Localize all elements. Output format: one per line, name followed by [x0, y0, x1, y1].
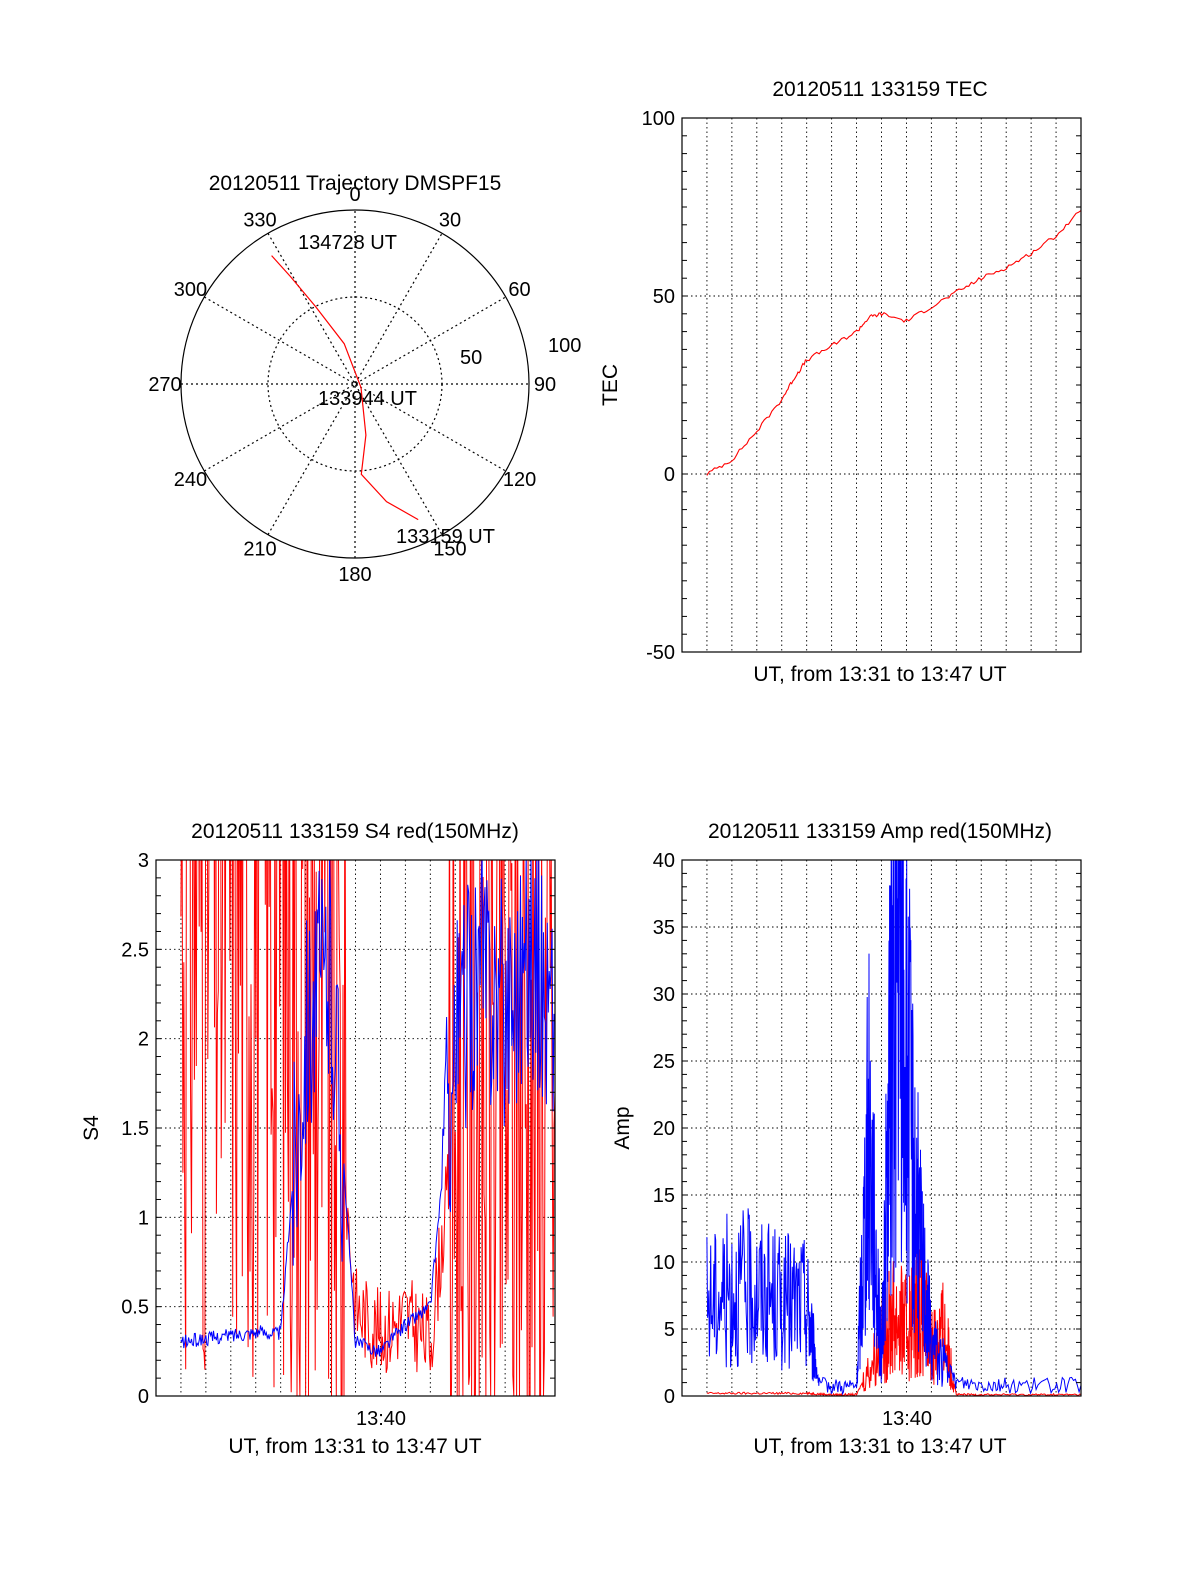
amp-title: 20120511 133159 Amp red(150MHz): [708, 820, 1052, 843]
tec-x-axis-label: UT, from 13:31 to 13:47 UT: [753, 663, 1006, 686]
y-tick-label: 1: [138, 1207, 149, 1229]
angle-label-90: 90: [534, 374, 556, 396]
s4-x-axis-label: UT, from 13:31 to 13:47 UT: [228, 1435, 481, 1458]
polar-spokes: [181, 210, 529, 558]
angle-label-150: 150: [433, 539, 466, 561]
angle-label-300: 300: [174, 279, 207, 301]
trajectory-end-label: 134728 UT: [298, 232, 397, 254]
y-tick-label: 0: [138, 1386, 149, 1408]
y-tick-label: 20: [653, 1118, 675, 1140]
angle-label-270: 270: [148, 374, 181, 396]
tec-grid: [682, 118, 1081, 652]
tec-y-axis-label: TEC: [599, 364, 622, 406]
y-tick-label: 0: [664, 1386, 675, 1408]
tec-title: 20120511 133159 TEC: [772, 78, 987, 101]
s4-minor-ticks: [156, 877, 555, 1379]
amp-plot: 20120511 133159 Amp red(150MHz) 0 5 10 15 20…: [611, 820, 1082, 1458]
angle-label-120: 120: [503, 469, 536, 491]
y-tick-label: 5: [664, 1319, 675, 1341]
series-line-second: [706, 860, 1081, 1396]
series-line-second: [180, 860, 555, 1357]
trajectory-start-label: 133159 UT: [396, 526, 495, 548]
trajectory-plot: 20120511 Trajectory DMSPF15 0 30 60 90 120 15…: [148, 172, 581, 586]
angle-label-240: 240: [174, 469, 207, 491]
polar-spoke-150: [267, 233, 443, 535]
y-tick-label: 100: [642, 108, 675, 130]
series-line-first: [706, 210, 1081, 476]
tec-series-group: [706, 210, 1081, 476]
y-tick-label: 2: [138, 1029, 149, 1051]
y-tick-label: 25: [653, 1051, 675, 1073]
y-tick-label: 1.5: [121, 1118, 149, 1140]
tec-minor-ticks: [682, 135, 1081, 635]
angle-label-0: 0: [349, 184, 360, 206]
amp-minor-ticks: [682, 872, 1081, 1384]
y-tick-label: 2.5: [121, 939, 149, 961]
tec-plot: 20120511 133159 TEC -50 0 50 100 UT, from 1…: [599, 78, 1082, 686]
s4-y-ticks: 0 0.5 1 1.5 2 2.5 3: [121, 850, 149, 1408]
radius-label-100: 100: [548, 335, 581, 357]
trajectory-series-line: [271, 255, 419, 521]
y-tick-label: 35: [653, 917, 675, 939]
trajectory-mid-label: 133944 UT: [318, 388, 417, 410]
polar-ring-50: [267, 296, 443, 472]
s4-title: 20120511 133159 S4 red(150MHz): [191, 820, 519, 843]
angle-label-30: 30: [439, 209, 461, 231]
polar-angle-labels: 0 30 60 90 120 150 180 210 240 270 300 330: [148, 184, 556, 586]
s4-series-group: [180, 860, 555, 1396]
polar-spoke-120: [204, 296, 506, 472]
angle-label-330: 330: [243, 209, 276, 231]
y-tick-label: 50: [653, 286, 675, 308]
angle-label-60: 60: [508, 279, 530, 301]
tec-y-ticks: -50 0 50 100: [642, 108, 675, 664]
amp-x-tick-1340: 13:40: [882, 1408, 932, 1430]
polar-spoke-60: [204, 296, 506, 472]
amp-x-axis-label: UT, from 13:31 to 13:47 UT: [753, 1435, 1006, 1458]
trajectory-title: 20120511 Trajectory DMSPF15: [209, 172, 502, 195]
y-tick-label: 15: [653, 1185, 675, 1207]
amp-grid: [682, 860, 1081, 1396]
y-tick-label: 0.5: [121, 1297, 149, 1319]
angle-label-210: 210: [243, 539, 276, 561]
series-line-first: [706, 1243, 1081, 1396]
y-tick-label: 30: [653, 984, 675, 1006]
y-tick-label: 40: [653, 850, 675, 872]
polar-spoke-30: [267, 233, 443, 535]
amp-y-axis-label: Amp: [611, 1106, 634, 1149]
y-tick-label: 10: [653, 1252, 675, 1274]
radius-label-50: 50: [460, 347, 482, 369]
s4-y-axis-label: S4: [80, 1115, 103, 1141]
angle-label-180: 180: [338, 564, 371, 586]
y-tick-label: -50: [646, 642, 675, 664]
series-line-first: [180, 860, 555, 1396]
amp-series-group: [706, 860, 1081, 1396]
amp-y-ticks: 0 5 10 15 20 25 30 35 40: [653, 850, 675, 1408]
s4-x-tick-1340: 13:40: [356, 1408, 406, 1430]
y-tick-label: 3: [138, 850, 149, 872]
s4-plot: 20120511 133159 S4 red(150MHz) 0 0.5 1 1.5 2…: [80, 820, 556, 1458]
y-tick-label: 0: [664, 464, 675, 486]
